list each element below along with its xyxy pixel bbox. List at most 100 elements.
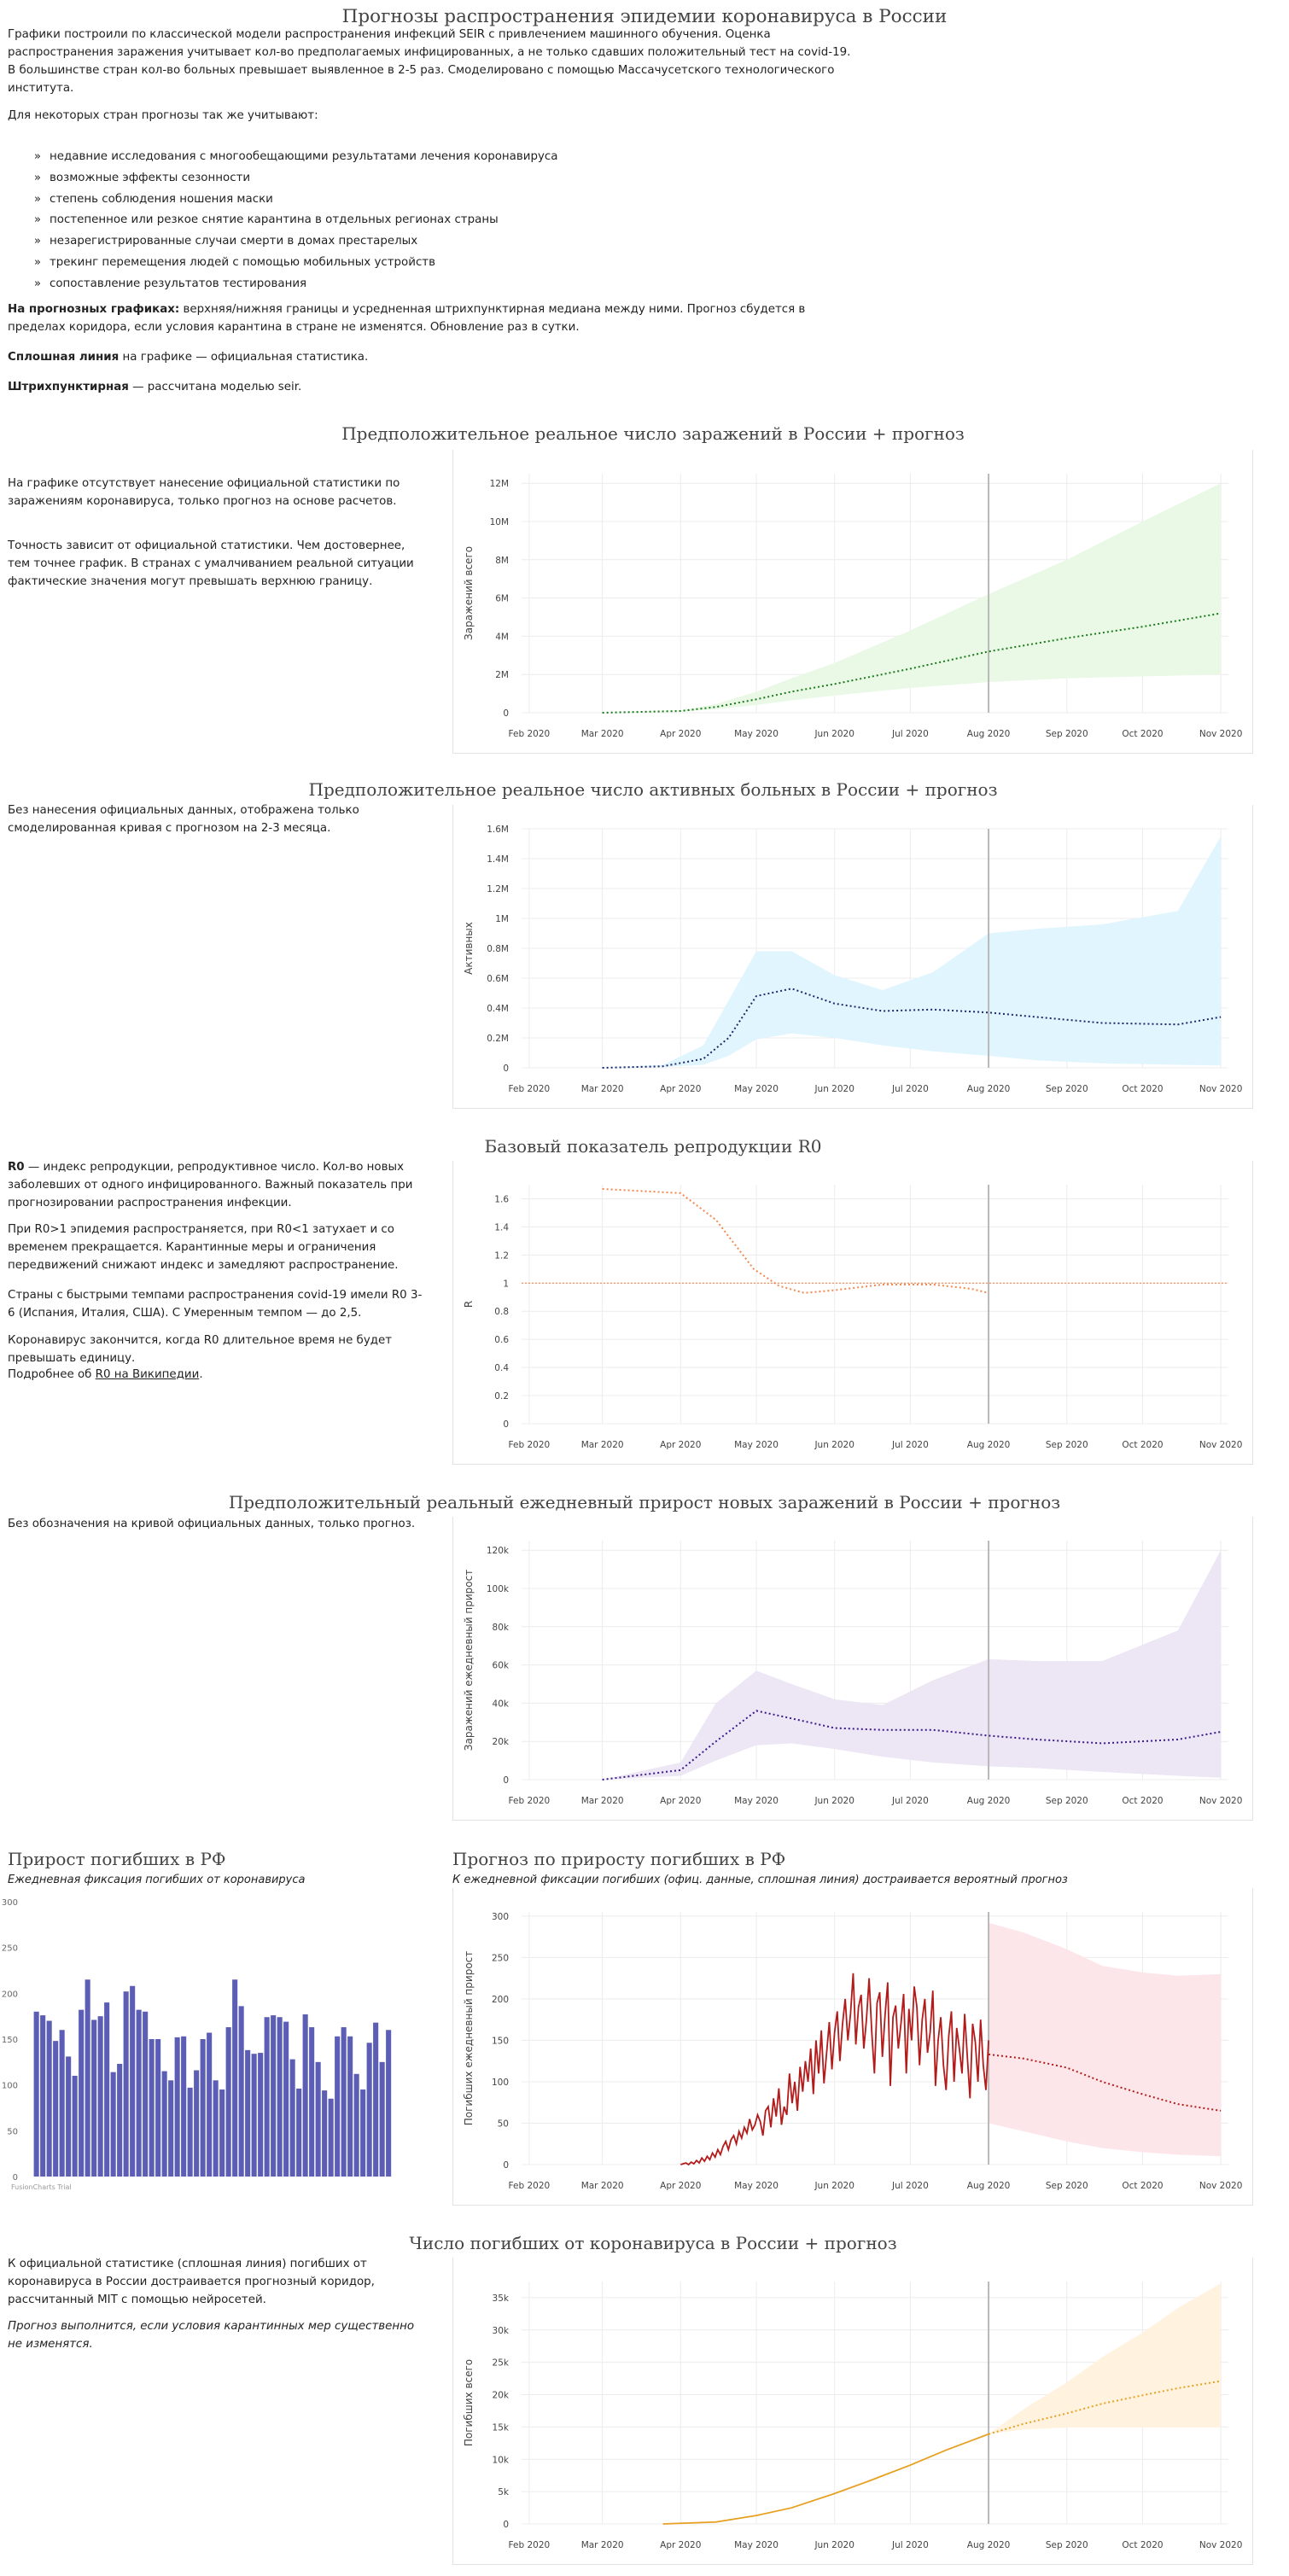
deaths-growth-title: Прирост погибших в РФ — [8, 1849, 226, 1869]
x-tick-label: Sep 2020 — [1046, 729, 1088, 739]
x-tick-label: Jul 2020 — [891, 2540, 929, 2550]
bar — [97, 2016, 103, 2177]
x-tick-label: Sep 2020 — [1046, 1440, 1088, 1450]
y-axis-label: Погибших всего — [463, 2359, 475, 2446]
section-title-text: Предположительный реальный ежедневный пр… — [228, 1492, 1061, 1512]
list-item: сопоставление результатов тестирования — [34, 274, 557, 295]
r0-bold: R0 — [8, 1161, 25, 1174]
active-cases-chart: 0 0.2M 0.4M 0.6M 0.8M 1M 1.2M 1.4M 1.6M Feb 2020 M… — [452, 805, 1253, 1109]
y-tick-label: 150 — [492, 2036, 509, 2046]
section-text: Без нанесения официальных данных, отобра… — [8, 804, 359, 835]
y-tick-label: 0 — [503, 1775, 509, 1786]
y-tick-label: 10k — [493, 2455, 510, 2465]
bar — [149, 2039, 155, 2177]
y-tick-label: 20k — [493, 1737, 510, 1747]
section-title-text: Базовый показатель репродукции R0 — [484, 1136, 822, 1157]
x-tick-label: Sep 2020 — [1046, 2181, 1088, 2191]
x-tick-label: Jul 2020 — [891, 729, 929, 739]
bar — [353, 2073, 359, 2177]
r0-chart: 0 0.2 0.4 0.6 0.8 1 1.2 1.4 1.6 Feb 2020 Mar 2020 A… — [452, 1161, 1253, 1465]
section-text: Без обозначения на кривой официальных да… — [8, 1518, 416, 1530]
median-line — [602, 1710, 1222, 1780]
y-tick-label: 5k — [498, 2487, 510, 2497]
y-tick-label: 30k — [493, 2326, 510, 2336]
bar — [386, 2030, 392, 2177]
list-item: постепенное или резкое снятие карантина … — [34, 210, 557, 231]
y-tick-label: 150 — [2, 2036, 18, 2045]
bar — [91, 2019, 97, 2177]
y-tick-label: 60k — [493, 1661, 510, 1671]
bar — [181, 2036, 187, 2177]
x-tick-label: Feb 2020 — [509, 1084, 551, 1094]
x-tick-label: Oct 2020 — [1122, 729, 1163, 739]
intro-text: Графики построили по классической модели… — [8, 28, 851, 95]
r0-text: . — [199, 1368, 203, 1381]
x-tick-label: Apr 2020 — [660, 2540, 701, 2550]
total-deaths-chart: 0 5k 10k 15k 20k 25k 30k 35k Feb 2020 Mar 2020 Apr… — [452, 2258, 1253, 2565]
r0-text-1: R0 — индекс репродукции, репродуктивное … — [8, 1159, 426, 1213]
bar — [174, 2037, 180, 2177]
bar — [232, 1979, 238, 2177]
section-title: Предположительное реальное число активны… — [309, 777, 998, 803]
section-title-text: Предположительное реальное число заражен… — [341, 423, 965, 444]
bar — [335, 2036, 341, 2177]
x-tick-label: Mar 2020 — [581, 1084, 624, 1094]
y-tick-label: 1.6 — [494, 1194, 509, 1204]
y-tick-label: 0.2 — [494, 1391, 509, 1402]
y-tick-label: 20k — [493, 2391, 510, 2401]
bar — [283, 2021, 289, 2177]
bar — [302, 2014, 308, 2177]
y-tick-label: 0 — [503, 1419, 509, 1430]
x-tick-label: Nov 2020 — [1199, 729, 1243, 739]
r0-text-5: Подробнее об R0 на Википедии. — [8, 1367, 426, 1384]
x-tick-label: Jun 2020 — [814, 1796, 854, 1806]
deaths-forecast-chart: 0 50 100 150 200 250 300 Feb 2020 Mar 2020 Apr 20… — [452, 1888, 1253, 2206]
bar — [117, 2063, 123, 2177]
y-axis-label: Заражений ежедневный прирост — [463, 1570, 475, 1751]
bar — [296, 2088, 302, 2177]
y-tick-label: 80k — [493, 1623, 510, 1633]
x-tick-label: Aug 2020 — [967, 729, 1011, 739]
r0-text: Подробнее об — [8, 1368, 96, 1381]
note-text: — рассчитана моделью seir. — [128, 381, 302, 393]
y-tick-label: 300 — [2, 1898, 18, 1908]
x-tick-label: Feb 2020 — [509, 2540, 551, 2550]
x-tick-label: Mar 2020 — [581, 729, 624, 739]
bar — [289, 2059, 295, 2177]
bar — [219, 2089, 225, 2177]
x-tick-label: Jun 2020 — [814, 1084, 854, 1094]
bar — [322, 2090, 328, 2177]
y-tick-label: 40k — [493, 1699, 510, 1709]
bar — [59, 2030, 65, 2177]
note-text: на графике — официальная статистика. — [119, 351, 369, 364]
section-title: Число погибших от коронавируса в России … — [409, 2230, 896, 2257]
official-line — [680, 1973, 989, 2166]
section-text: К официальной статистике (сплошная линия… — [8, 2258, 375, 2306]
y-tick-label: 0 — [503, 2160, 509, 2171]
y-tick-label: 1 — [503, 1279, 509, 1289]
y-tick-label: 0 — [503, 1064, 509, 1074]
bar — [328, 2098, 334, 2177]
note-bold: Сплошная линия — [8, 351, 120, 364]
chart-credit: FusionCharts Trial — [11, 2183, 72, 2191]
x-tick-label: Oct 2020 — [1122, 1440, 1163, 1450]
x-tick-label: Aug 2020 — [967, 2181, 1011, 2191]
bar — [194, 2070, 200, 2177]
bar — [72, 2075, 78, 2177]
x-tick-label: Oct 2020 — [1122, 2181, 1163, 2191]
list-item: возможные эффекты сезонности — [34, 168, 557, 189]
y-tick-label: 8M — [495, 556, 509, 566]
x-tick-label: Feb 2020 — [509, 1796, 551, 1806]
x-tick-label: May 2020 — [734, 2540, 779, 2550]
bar — [33, 2011, 39, 2177]
r0-text-4: Коронавирус закончится, когда R0 длитель… — [8, 1334, 393, 1365]
r0-wiki-link[interactable]: R0 на Википедии — [95, 1368, 200, 1381]
bar — [366, 2043, 372, 2177]
y-tick-label: 100 — [492, 2078, 509, 2088]
bar — [187, 2087, 193, 2177]
section-title: Базовый показатель репродукции R0 — [452, 1134, 854, 1160]
x-tick-label: Feb 2020 — [509, 729, 551, 739]
x-tick-label: May 2020 — [734, 1796, 779, 1806]
y-tick-label: 250 — [2, 1944, 18, 1954]
bar — [200, 2039, 206, 2177]
